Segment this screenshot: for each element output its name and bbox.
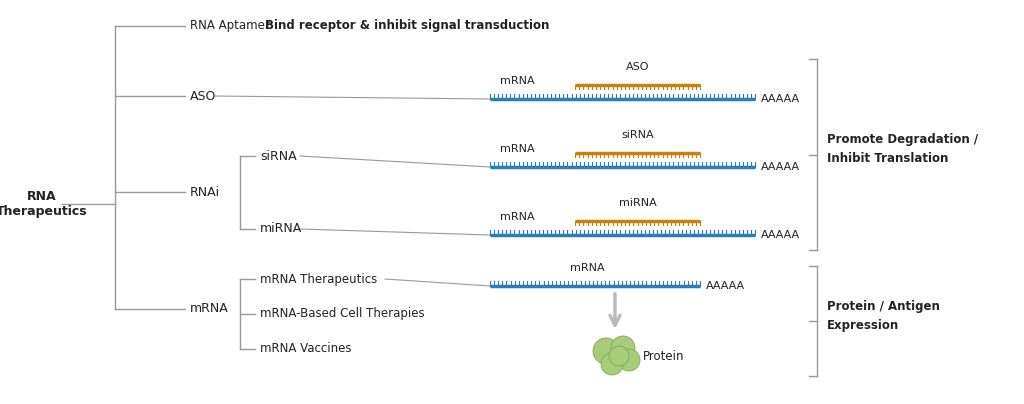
Text: RNA
Therapeutics: RNA Therapeutics xyxy=(0,190,88,218)
Text: mRNA Vaccines: mRNA Vaccines xyxy=(260,343,351,356)
Text: siRNA: siRNA xyxy=(622,130,653,140)
Text: AAAAA: AAAAA xyxy=(761,94,800,104)
Text: mRNA: mRNA xyxy=(500,212,535,222)
Text: Promote Degradation /
Inhibit Translation: Promote Degradation / Inhibit Translatio… xyxy=(827,133,978,166)
Circle shape xyxy=(601,353,623,375)
Text: siRNA: siRNA xyxy=(260,149,297,162)
Text: RNAi: RNAi xyxy=(190,185,220,198)
Circle shape xyxy=(593,338,618,364)
Text: RNA Aptamer: RNA Aptamer xyxy=(190,19,270,32)
Text: mRNA-Based Cell Therapies: mRNA-Based Cell Therapies xyxy=(260,307,425,320)
Text: AAAAA: AAAAA xyxy=(706,281,745,291)
Text: mRNA: mRNA xyxy=(190,303,228,316)
Circle shape xyxy=(609,346,629,366)
Text: miRNA: miRNA xyxy=(618,198,656,208)
Text: AAAAA: AAAAA xyxy=(761,230,800,240)
Text: mRNA: mRNA xyxy=(570,263,604,273)
Circle shape xyxy=(611,336,635,360)
Text: mRNA Therapeutics: mRNA Therapeutics xyxy=(260,273,377,286)
Text: ASO: ASO xyxy=(626,62,649,72)
Text: Protein / Antigen
Expression: Protein / Antigen Expression xyxy=(827,300,940,332)
Text: mRNA: mRNA xyxy=(500,76,535,86)
Text: miRNA: miRNA xyxy=(260,223,302,236)
Text: Protein: Protein xyxy=(643,349,684,362)
Text: ASO: ASO xyxy=(190,90,216,103)
Text: AAAAA: AAAAA xyxy=(761,162,800,172)
Text: Bind receptor & inhibit signal transduction: Bind receptor & inhibit signal transduct… xyxy=(265,19,549,32)
Circle shape xyxy=(618,349,640,371)
Text: mRNA: mRNA xyxy=(500,144,535,154)
